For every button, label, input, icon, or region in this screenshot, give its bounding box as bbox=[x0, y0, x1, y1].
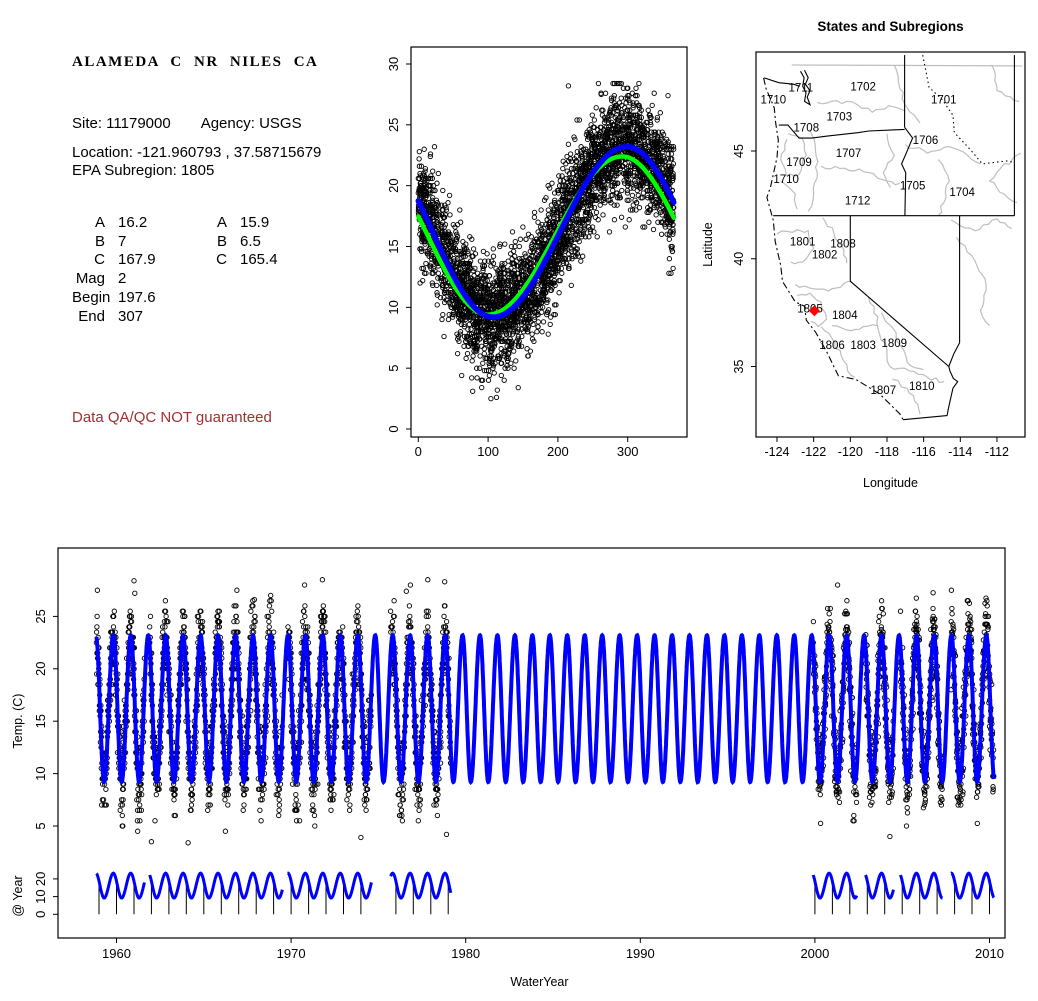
agency-text: Agency: USGS bbox=[200, 115, 302, 132]
svg-text:25: 25 bbox=[386, 118, 401, 132]
station-title: ALAMEDA C NR NILES CA bbox=[72, 54, 319, 70]
svg-text:5: 5 bbox=[33, 822, 48, 829]
svg-text:1707: 1707 bbox=[836, 148, 862, 160]
site-id-text: Site: 11179000 bbox=[72, 115, 171, 132]
location-line: Location: -121.960793 , 37.58715679 bbox=[72, 144, 322, 161]
svg-text:35: 35 bbox=[732, 360, 746, 374]
svg-text:200: 200 bbox=[547, 444, 569, 459]
subregion-labels: 1701 1702 1703 1704 1705 1706 1707 1708 1709 1710… bbox=[761, 81, 976, 397]
svg-text:1701: 1701 bbox=[931, 94, 957, 106]
qa-warning-text: Data QA/QC NOT guaranteed bbox=[72, 409, 272, 426]
svg-text:15: 15 bbox=[33, 714, 48, 728]
param-row: C 167.9 C 165.4 bbox=[94, 251, 278, 269]
svg-text:1980: 1980 bbox=[451, 946, 480, 961]
param-row: B 7 B 6.5 bbox=[94, 232, 261, 250]
map-lines bbox=[763, 54, 1023, 421]
plot-box bbox=[410, 46, 688, 438]
epa-subregion-line: EPA Subregion: 1805 bbox=[72, 162, 215, 179]
seasonal-scatter-chart: 0 100 200 300 0 5 10 15 20 25 30 bbox=[386, 46, 688, 459]
svg-text:20: 20 bbox=[33, 662, 48, 676]
svg-text:1807: 1807 bbox=[871, 385, 897, 397]
y-axis-title: Temp. (C) bbox=[11, 694, 25, 749]
fit-green bbox=[416, 154, 677, 317]
svg-text:15: 15 bbox=[386, 239, 401, 253]
svg-text:-118: -118 bbox=[875, 445, 899, 459]
site-marker bbox=[808, 305, 820, 317]
data-points bbox=[415, 80, 677, 402]
svg-text:30: 30 bbox=[386, 57, 401, 71]
timeseries-chart: 1960 1970 1980 1990 2000 2010 5 10 15 20 25 0 10 20 Wa… bbox=[11, 547, 1006, 989]
svg-text:1704: 1704 bbox=[949, 187, 975, 199]
svg-text:-114: -114 bbox=[948, 445, 972, 459]
param-row: End 307 bbox=[78, 307, 144, 325]
param-row: Begin 197.6 bbox=[72, 288, 156, 306]
seasonal-fit-curve bbox=[94, 632, 996, 786]
svg-text:1804: 1804 bbox=[832, 310, 858, 322]
param-row: A 16.2 A 15.9 bbox=[94, 214, 270, 231]
svg-text:1806: 1806 bbox=[819, 340, 845, 352]
svg-text:0: 0 bbox=[386, 425, 401, 432]
states-subregions-map: States and Subregions -124 -122 -120 -118 -11… bbox=[701, 19, 1026, 490]
year-strip bbox=[95, 871, 996, 915]
svg-text:20: 20 bbox=[386, 178, 401, 192]
svg-text:1810: 1810 bbox=[909, 381, 935, 393]
svg-text:1712: 1712 bbox=[845, 196, 871, 208]
svg-text:10: 10 bbox=[33, 766, 48, 780]
svg-text:1710: 1710 bbox=[761, 94, 787, 106]
svg-text:300: 300 bbox=[617, 444, 639, 459]
svg-text:1970: 1970 bbox=[277, 946, 306, 961]
svg-text:45: 45 bbox=[732, 144, 746, 158]
svg-text:20: 20 bbox=[33, 872, 48, 886]
axes: 0 100 200 300 0 5 10 15 20 25 30 bbox=[386, 57, 639, 459]
svg-text:5: 5 bbox=[386, 365, 401, 372]
x-axis-title: WaterYear bbox=[510, 975, 568, 989]
site-agency-line: Site: 11179000 Agency: USGS bbox=[72, 115, 302, 132]
svg-text:1808: 1808 bbox=[830, 239, 856, 251]
svg-text:1709: 1709 bbox=[786, 157, 812, 169]
svg-text:1805: 1805 bbox=[797, 303, 823, 315]
svg-text:10: 10 bbox=[386, 300, 401, 314]
axes: -124 -122 -120 -118 -116 -114 -112 35 40 45 bbox=[732, 144, 1009, 459]
y-axis-title: Latitude bbox=[701, 222, 715, 267]
svg-text:0: 0 bbox=[33, 911, 48, 918]
svg-text:2000: 2000 bbox=[800, 946, 829, 961]
y2-axis-title: @ Year bbox=[11, 875, 25, 916]
svg-text:-112: -112 bbox=[985, 445, 1009, 459]
svg-text:1706: 1706 bbox=[913, 135, 939, 147]
axes: 1960 1970 1980 1990 2000 2010 5 10 15 20 25 0 10 20 bbox=[33, 609, 1004, 961]
svg-text:1803: 1803 bbox=[850, 340, 876, 352]
svg-text:2010: 2010 bbox=[975, 946, 1004, 961]
svg-text:0: 0 bbox=[415, 444, 422, 459]
svg-text:1710: 1710 bbox=[773, 174, 799, 186]
svg-text:1705: 1705 bbox=[900, 180, 926, 192]
svg-text:1809: 1809 bbox=[882, 338, 908, 350]
svg-text:1711: 1711 bbox=[788, 82, 813, 94]
fit-blue bbox=[415, 143, 677, 320]
svg-text:1990: 1990 bbox=[626, 946, 655, 961]
plot-box bbox=[57, 547, 1006, 939]
svg-text:1802: 1802 bbox=[812, 249, 838, 261]
svg-text:25: 25 bbox=[33, 609, 48, 623]
svg-text:-122: -122 bbox=[801, 445, 826, 459]
param-row: Mag 2 bbox=[75, 270, 127, 288]
svg-text:-120: -120 bbox=[838, 445, 863, 459]
svg-text:1702: 1702 bbox=[850, 81, 876, 93]
map-title: States and Subregions bbox=[817, 19, 963, 34]
svg-text:1801: 1801 bbox=[790, 237, 816, 249]
svg-text:1960: 1960 bbox=[102, 946, 131, 961]
svg-text:1703: 1703 bbox=[827, 112, 853, 124]
map-box bbox=[755, 51, 1026, 438]
svg-text:1708: 1708 bbox=[794, 122, 820, 134]
svg-text:-116: -116 bbox=[912, 445, 936, 459]
svg-text:100: 100 bbox=[477, 444, 499, 459]
svg-text:40: 40 bbox=[732, 252, 746, 266]
fit-parameters-table: A 16.2 A 15.9 B 7 B 6.5 C 167.9 C 165.4 Mag 2 Begin 197… bbox=[72, 214, 300, 326]
svg-text:10: 10 bbox=[33, 889, 48, 903]
svg-text:-124: -124 bbox=[764, 445, 789, 459]
x-axis-title: Longitude bbox=[863, 476, 918, 490]
